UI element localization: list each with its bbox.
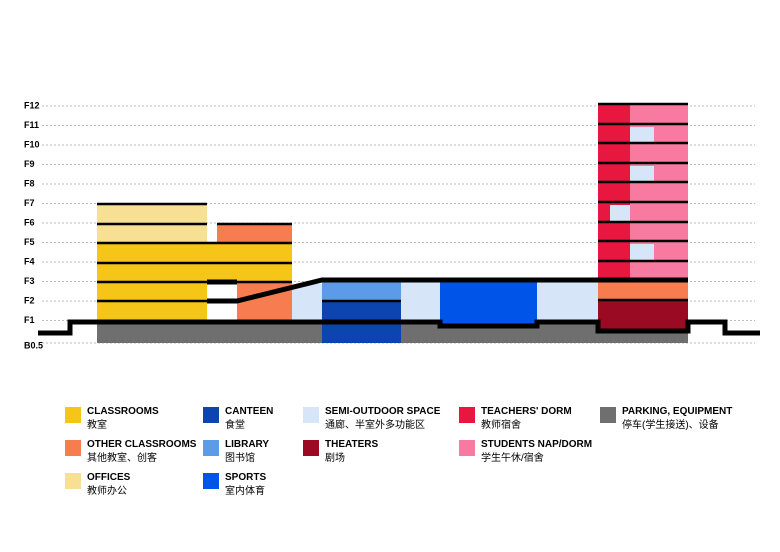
- legend-sublabel: 学生午休/宿舍: [481, 451, 544, 464]
- legend-label: SEMI-OUTDOOR SPACE: [325, 406, 441, 417]
- legend-label: LIBRARY: [225, 439, 269, 450]
- other-classrooms: [217, 224, 292, 243]
- legend-swatch: [203, 440, 219, 456]
- legend-swatch: [459, 407, 475, 423]
- legend-swatch: [459, 440, 475, 456]
- floor-label: F1: [24, 315, 35, 325]
- legend-label: OFFICES: [87, 472, 131, 483]
- legend-swatch: [303, 440, 319, 456]
- legend-label: PARKING, EQUIPMENT: [622, 406, 732, 417]
- legend-sublabel: 停车(学生接送)、设备: [622, 418, 719, 431]
- legend-swatch: [303, 407, 319, 423]
- legend-sublabel: 剧场: [325, 451, 345, 464]
- legend-swatch: [203, 407, 219, 423]
- floor-label: B0.5: [24, 340, 43, 350]
- legend-label: STUDENTS NAP/DORM: [481, 439, 592, 450]
- legend-sublabel: 室内体育: [225, 484, 265, 497]
- floor-label: F2: [24, 295, 35, 305]
- other-classrooms: [598, 282, 688, 300]
- floor-label: F8: [24, 178, 35, 188]
- semi-outdoor: [630, 127, 654, 143]
- building-section: [38, 102, 760, 343]
- semi-outdoor: [537, 282, 598, 321]
- legend-swatch: [203, 473, 219, 489]
- semi-outdoor: [401, 282, 440, 321]
- legend-swatch: [65, 473, 81, 489]
- legend-sublabel: 食堂: [225, 418, 245, 431]
- legend-sublabel: 图书馆: [225, 451, 255, 464]
- legend-label: TEACHERS' DORM: [481, 406, 572, 417]
- semi-outdoor: [630, 244, 654, 261]
- legend-label: CLASSROOMS: [87, 406, 159, 417]
- semi-outdoor: [610, 205, 630, 222]
- floor-label: F9: [24, 159, 35, 169]
- legend-swatch: [600, 407, 616, 423]
- slabs: [38, 102, 760, 336]
- legend-swatch: [65, 440, 81, 456]
- semi-outdoor: [292, 284, 322, 321]
- floor-label: F7: [24, 198, 35, 208]
- floor-label: F10: [24, 139, 40, 149]
- floor-label: F11: [24, 120, 39, 130]
- theaters: [598, 300, 688, 331]
- legend-label: SPORTS: [225, 472, 266, 483]
- legend-label: CANTEEN: [225, 406, 273, 417]
- floor-label: F3: [24, 276, 35, 286]
- floor-label: F6: [24, 217, 35, 227]
- legend-sublabel: 通廊、半室外多功能区: [325, 418, 425, 431]
- semi-outdoor: [630, 166, 654, 182]
- legend-sublabel: 教师宿舍: [481, 418, 521, 431]
- legend-label: THEATERS: [325, 439, 378, 450]
- legend-sublabel: 教室: [87, 418, 107, 431]
- legend-sublabel: 其他教室、创客: [87, 451, 157, 464]
- legend-sublabel: 教师办公: [87, 484, 127, 497]
- floor-label: F12: [24, 100, 40, 110]
- floor-label: F5: [24, 237, 35, 247]
- floor-label: F4: [24, 256, 35, 266]
- legend-swatch: [65, 407, 81, 423]
- sports: [440, 282, 537, 326]
- teachers-dorm: [598, 104, 630, 282]
- legend-label: OTHER CLASSROOMS: [87, 439, 197, 450]
- library: [322, 282, 401, 301]
